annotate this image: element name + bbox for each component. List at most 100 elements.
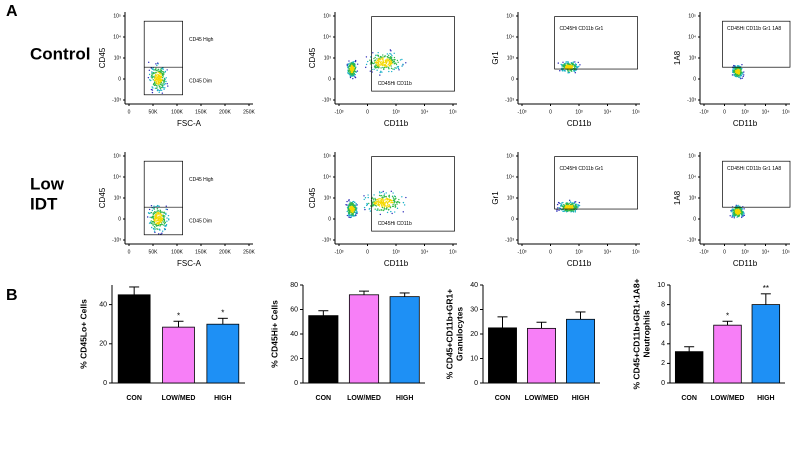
bar <box>162 326 195 384</box>
event-dot <box>377 203 380 205</box>
event-dot <box>153 225 156 228</box>
event-dot <box>153 79 156 82</box>
event-dot <box>159 70 162 72</box>
event-dot <box>735 74 738 76</box>
event-dot <box>349 76 352 79</box>
x-tick-label: 250K <box>243 109 255 115</box>
event-dot <box>373 57 375 60</box>
event-dot <box>151 71 153 73</box>
bar <box>527 327 556 384</box>
event-dot <box>574 66 576 69</box>
event-dot <box>163 84 165 86</box>
event-dot <box>570 209 572 212</box>
event-dot <box>156 212 158 214</box>
event-dot <box>369 70 372 72</box>
row-label: IDT <box>30 194 58 213</box>
event-dot <box>567 70 569 73</box>
event-dot <box>391 201 394 204</box>
x-axis-label: CD11b <box>733 119 758 128</box>
x-tick-label: 0 <box>723 249 726 255</box>
y-tick-label: -10³ <box>112 97 121 103</box>
y-tick-label: 10⁴ <box>506 34 514 40</box>
event-dot <box>151 74 153 76</box>
event-dot <box>738 71 740 73</box>
event-dot <box>157 62 159 64</box>
y-tick-label: 10⁴ <box>323 34 331 40</box>
event-dot <box>156 224 159 227</box>
event-dot <box>563 70 565 72</box>
event-dot <box>158 214 160 216</box>
x-tick-label: 10³ <box>392 249 400 255</box>
event-dot <box>731 216 733 218</box>
event-dot <box>163 224 165 226</box>
y-tick-label: 10⁵ <box>506 153 514 159</box>
event-dot <box>381 63 383 66</box>
event-dot <box>348 60 350 62</box>
event-dot <box>733 217 735 219</box>
event-dot <box>569 67 571 69</box>
event-dot <box>165 208 167 210</box>
event-dot <box>570 69 573 71</box>
event-dot <box>568 206 571 208</box>
event-dot <box>738 76 740 78</box>
event-dot <box>350 203 353 205</box>
event-dot <box>351 215 353 217</box>
event-dot <box>390 53 392 55</box>
y-tick-label: 10⁴ <box>323 174 331 180</box>
event-dot <box>741 64 743 66</box>
event-dot <box>565 67 568 69</box>
event-dot <box>389 55 392 58</box>
event-dot <box>565 65 568 68</box>
event-dot <box>161 73 164 75</box>
y-tick-label: 10⁴ <box>688 174 696 180</box>
event-dot <box>375 201 377 203</box>
event-dot <box>160 82 163 84</box>
event-dot <box>165 212 167 215</box>
event-dot <box>162 82 164 85</box>
x-tick-label: HIGH <box>214 395 232 402</box>
event-dot <box>352 77 354 80</box>
gate-label: CD45 Dim <box>189 78 212 84</box>
event-dot <box>391 61 394 64</box>
event-dot <box>158 86 161 88</box>
event-dot <box>161 67 163 70</box>
event-dot <box>391 212 393 215</box>
event-dot <box>573 64 576 66</box>
event-dot <box>379 192 381 194</box>
event-dot <box>353 204 356 206</box>
event-dot <box>349 65 351 67</box>
event-dot <box>740 209 742 211</box>
event-dot <box>353 211 356 213</box>
event-dot <box>374 208 376 210</box>
event-dot <box>381 206 384 209</box>
event-dot <box>162 84 164 86</box>
event-dot <box>150 67 152 69</box>
event-dot <box>354 60 357 63</box>
event-dot <box>380 59 382 61</box>
event-dot <box>154 69 156 71</box>
event-dot <box>155 74 158 76</box>
event-dot <box>384 64 386 67</box>
event-dot <box>383 202 385 205</box>
event-dot <box>156 85 158 87</box>
event-dot <box>733 71 735 74</box>
event-dot <box>154 221 156 223</box>
y-tick-label: -10³ <box>505 97 514 103</box>
event-dot <box>151 209 154 212</box>
event-dot <box>156 204 159 207</box>
event-dot <box>741 207 743 210</box>
y-tick-label: 10³ <box>689 195 697 201</box>
panel-label: B <box>6 287 18 304</box>
event-dot <box>376 66 378 69</box>
event-dot <box>560 63 562 66</box>
event-dot <box>395 63 398 66</box>
event-dot <box>148 222 151 224</box>
event-dot <box>382 200 384 202</box>
event-dot <box>569 70 571 72</box>
event-dot <box>568 65 571 68</box>
event-dot <box>740 210 742 212</box>
event-dot <box>739 69 741 71</box>
event-dot <box>153 230 156 232</box>
event-dot <box>368 202 370 205</box>
event-dot <box>160 75 162 78</box>
